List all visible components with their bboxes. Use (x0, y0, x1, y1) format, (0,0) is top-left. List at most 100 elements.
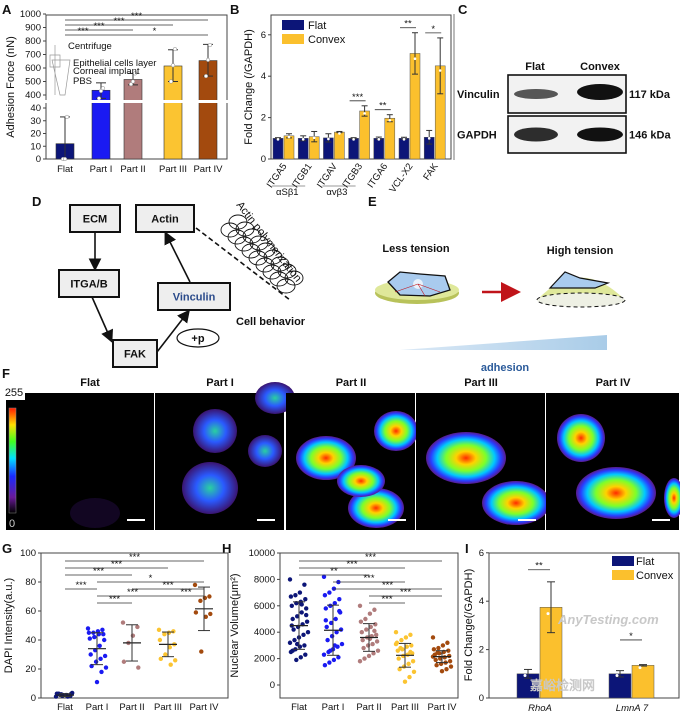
bar (373, 138, 385, 160)
blot-band (514, 89, 558, 99)
data-point (438, 656, 443, 661)
data-point (438, 69, 442, 72)
data-point (396, 656, 401, 661)
data-point (207, 594, 212, 599)
data-point (96, 96, 102, 101)
data-point (328, 603, 333, 608)
data-point (403, 635, 409, 640)
data-point (546, 612, 550, 616)
data-point (413, 57, 417, 61)
significance-label: *** (75, 580, 86, 591)
data-point (203, 74, 209, 79)
data-point (448, 664, 454, 669)
data-point (402, 138, 406, 141)
data-point (404, 644, 409, 649)
data-point (85, 626, 91, 631)
data-point (163, 652, 168, 657)
data-point (295, 641, 300, 647)
node-actin (135, 204, 195, 233)
data-point (359, 630, 364, 635)
data-point (301, 138, 305, 141)
data-point (162, 632, 167, 637)
significance-label: ** (535, 561, 543, 572)
bar (631, 665, 655, 699)
data-point (333, 616, 338, 622)
data-point (303, 597, 308, 602)
significance-label: *** (111, 559, 122, 570)
data-point (287, 135, 291, 139)
y-tick-label: 900 (25, 23, 41, 34)
bar (384, 117, 396, 160)
significance-label: ** (379, 101, 387, 112)
data-point (304, 612, 309, 618)
legend-swatch-convex (612, 570, 634, 580)
y-tick-label: 400 (25, 90, 41, 101)
centrifuge-tube-icon (49, 45, 71, 96)
data-point (302, 643, 307, 648)
data-point (130, 79, 136, 84)
x-tick-label: Part I (86, 702, 109, 713)
x-tick-label: FAK (421, 161, 441, 183)
data-point (295, 614, 300, 619)
significance-label: *** (129, 552, 140, 563)
y-tick-label: 800 (25, 36, 41, 47)
significance-label: *** (363, 573, 374, 584)
bar (334, 131, 345, 160)
y-axis-label: Nuclear Volume(μm²) (229, 573, 241, 677)
data-point (64, 114, 70, 119)
blot-size-label: 146 kDa (629, 130, 671, 142)
panel-letter-E: E (368, 194, 377, 209)
data-point (399, 637, 404, 643)
inset-label: Centrifuge (68, 41, 112, 52)
x-tick-label: LmnA 7 (616, 703, 649, 714)
data-point (407, 674, 412, 680)
x-tick-label: Flat (57, 702, 73, 713)
data-point (323, 618, 328, 623)
data-point (312, 136, 316, 140)
watermark: 嘉峪检测网 (529, 678, 595, 693)
data-point (397, 666, 402, 672)
data-point (323, 606, 328, 611)
data-point (363, 616, 368, 622)
data-point (207, 43, 213, 48)
data-point (364, 627, 369, 632)
data-point (289, 603, 294, 608)
data-point (363, 112, 366, 115)
data-point (70, 690, 75, 696)
data-point (120, 620, 126, 625)
node-fak (112, 339, 158, 368)
significance-label: * (149, 573, 153, 584)
legend-label: Flat (636, 556, 654, 568)
data-point (638, 666, 642, 670)
data-point (328, 648, 333, 653)
data-point (103, 665, 109, 670)
y-axis-label: Adhesion Force (nN) (5, 36, 17, 138)
data-point (362, 656, 367, 661)
significance-label: *** (77, 26, 88, 37)
data-point (157, 637, 163, 643)
adhesion-gradient (400, 335, 607, 350)
data-point (370, 641, 375, 647)
actin-monomer-icon (284, 270, 304, 286)
y-axis-label: DAPI Intensity(a.u.) (3, 578, 15, 673)
data-point (388, 118, 392, 122)
data-point (434, 663, 439, 668)
data-point (365, 643, 371, 648)
data-point (62, 156, 68, 162)
y-tick-label: 80 (25, 577, 36, 588)
data-point (357, 603, 363, 608)
data-point (615, 673, 619, 677)
data-point (444, 666, 449, 672)
nucleus-signal (576, 467, 656, 519)
y-tick-label: 60 (25, 606, 36, 617)
data-point (102, 637, 107, 643)
significance-label: ** (404, 19, 412, 30)
arrow (91, 296, 113, 343)
colorbar-min-label: 0 (9, 518, 15, 530)
node-actin-label: Actin (151, 214, 179, 226)
high-tension-label: High tension (547, 245, 614, 257)
plot-frame (40, 552, 229, 699)
fluorescence-panel-title: Part II (336, 377, 367, 389)
significance-label: *** (382, 580, 393, 591)
y-tick-label: 10 (30, 141, 41, 152)
